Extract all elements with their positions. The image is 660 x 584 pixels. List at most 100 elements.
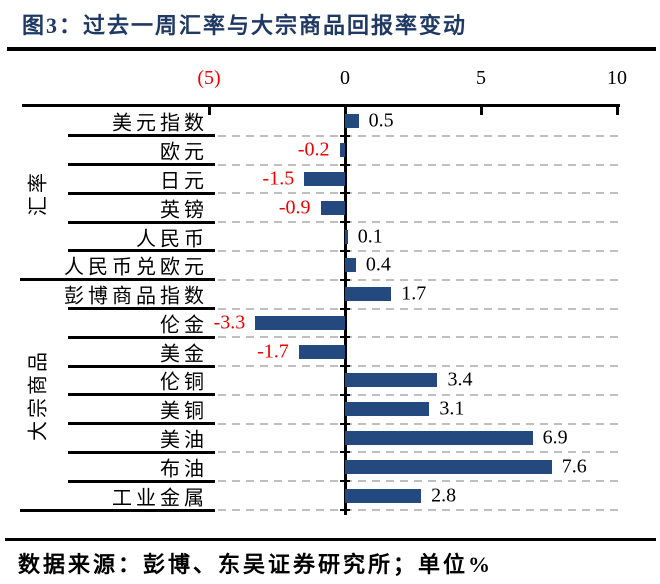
bar: [345, 229, 348, 244]
bar: [345, 287, 392, 302]
category-label: 伦铜: [160, 371, 208, 394]
row-separator-solid: [68, 191, 215, 195]
bar: [339, 143, 345, 158]
row-separator-dashed: [218, 451, 618, 454]
category-tick-mark: [340, 422, 350, 425]
row-separator-dashed: [218, 249, 618, 252]
bar: [255, 315, 345, 330]
category-tick-mark: [340, 365, 350, 368]
category-tick-mark: [340, 393, 350, 396]
bar: [320, 200, 345, 215]
bar: [345, 488, 422, 503]
bar-value-label: 3.4: [447, 368, 473, 391]
bar-value-label: 3.1: [439, 397, 465, 420]
bar-value-label: 6.9: [542, 426, 568, 449]
category-tick-mark: [340, 336, 350, 339]
row-separator-solid: [68, 393, 215, 397]
category-label: 美金: [160, 343, 208, 366]
bar-value-label: 0.1: [357, 225, 383, 248]
row-separator-dashed: [218, 307, 618, 310]
group-label: 汇率: [27, 170, 50, 217]
category-tick-mark: [340, 451, 350, 454]
category-tick-mark: [340, 134, 350, 137]
row-separator-dashed: [218, 393, 618, 396]
category-label: 美铜: [160, 400, 208, 423]
bar-value-label: 1.7: [401, 282, 427, 305]
category-label: 欧元: [160, 141, 208, 164]
bar: [298, 344, 345, 359]
category-axis-line: [343, 104, 347, 515]
row-separator-dashed: [218, 278, 618, 281]
category-label: 人民币兑欧元: [64, 256, 208, 279]
bar: [345, 459, 552, 474]
bar: [345, 373, 438, 388]
axis-tick-label: (5): [197, 67, 221, 89]
category-tick-mark: [340, 480, 350, 483]
category-label: 工业金属: [112, 487, 208, 510]
category-label: 彭博商品指数: [64, 285, 208, 308]
axis-tick-label: 0: [340, 67, 350, 89]
bar: [345, 402, 430, 417]
axis-tick-mark: [207, 107, 211, 115]
bar-value-label: -0.9: [278, 196, 311, 219]
row-separator-dashed: [218, 509, 618, 511]
row-separator-solid: [20, 278, 215, 282]
category-label: 美油: [160, 429, 208, 452]
row-separator-dashed: [218, 134, 618, 137]
row-separator-solid: [68, 364, 215, 368]
row-separator-dashed: [218, 365, 618, 368]
category-tick-mark: [340, 192, 350, 195]
category-label: 人民币: [136, 228, 208, 251]
category-label: 英镑: [160, 199, 208, 222]
row-separator-dashed: [218, 221, 618, 224]
bar-value-label: 2.8: [431, 484, 457, 507]
bar-value-label: 0.5: [368, 109, 394, 132]
category-tick-mark: [340, 163, 350, 166]
row-separator-solid: [68, 163, 215, 167]
axis-tick-label: 10: [607, 67, 627, 89]
category-tick-mark: [340, 278, 350, 281]
category-tick-mark: [340, 249, 350, 252]
bar: [345, 258, 356, 273]
footer-rule: [5, 538, 656, 541]
bar-value-label: -3.3: [213, 311, 246, 334]
axis-tick-mark: [479, 107, 483, 115]
row-separator-dashed: [218, 422, 618, 425]
category-label: 布油: [160, 458, 208, 481]
row-separator-dashed: [218, 192, 618, 195]
row-separator-solid: [68, 220, 215, 224]
row-separator-solid: [68, 249, 215, 253]
category-tick-mark: [340, 307, 350, 310]
title-rule: [7, 47, 656, 51]
row-separator-dashed: [218, 480, 618, 483]
bar-value-label: -1.5: [262, 167, 295, 190]
source-note: 数据来源：彭博、东吴证券研究所；单位%: [18, 552, 494, 577]
group-label: 大宗商品: [27, 348, 50, 441]
category-label: 伦金: [160, 314, 208, 337]
bar: [304, 171, 345, 186]
bar-value-label: -0.2: [297, 138, 330, 161]
bar-value-label: 0.4: [365, 253, 391, 276]
row-separator-dashed: [218, 336, 618, 339]
row-separator-dashed: [218, 163, 618, 166]
category-label: 日元: [160, 170, 208, 193]
category-label: 美元指数: [112, 112, 208, 135]
row-separator-solid: [68, 134, 215, 138]
row-separator-solid: [68, 479, 215, 483]
value-axis-line: [22, 104, 620, 107]
axis-tick-label: 5: [476, 67, 486, 89]
row-separator-solid: [68, 450, 215, 454]
row-separator-solid: [68, 335, 215, 339]
row-separator-solid: [20, 508, 215, 512]
figure-title: 图3：过去一周汇率与大宗商品回报率变动: [22, 13, 468, 38]
row-separator-solid: [68, 422, 215, 426]
bar-value-label: 7.6: [561, 455, 587, 478]
axis-tick-mark: [615, 107, 619, 115]
bar: [345, 114, 359, 129]
category-tick-mark: [340, 509, 350, 511]
bar: [345, 431, 533, 446]
row-separator-solid: [68, 307, 215, 310]
category-tick-mark: [340, 221, 350, 224]
